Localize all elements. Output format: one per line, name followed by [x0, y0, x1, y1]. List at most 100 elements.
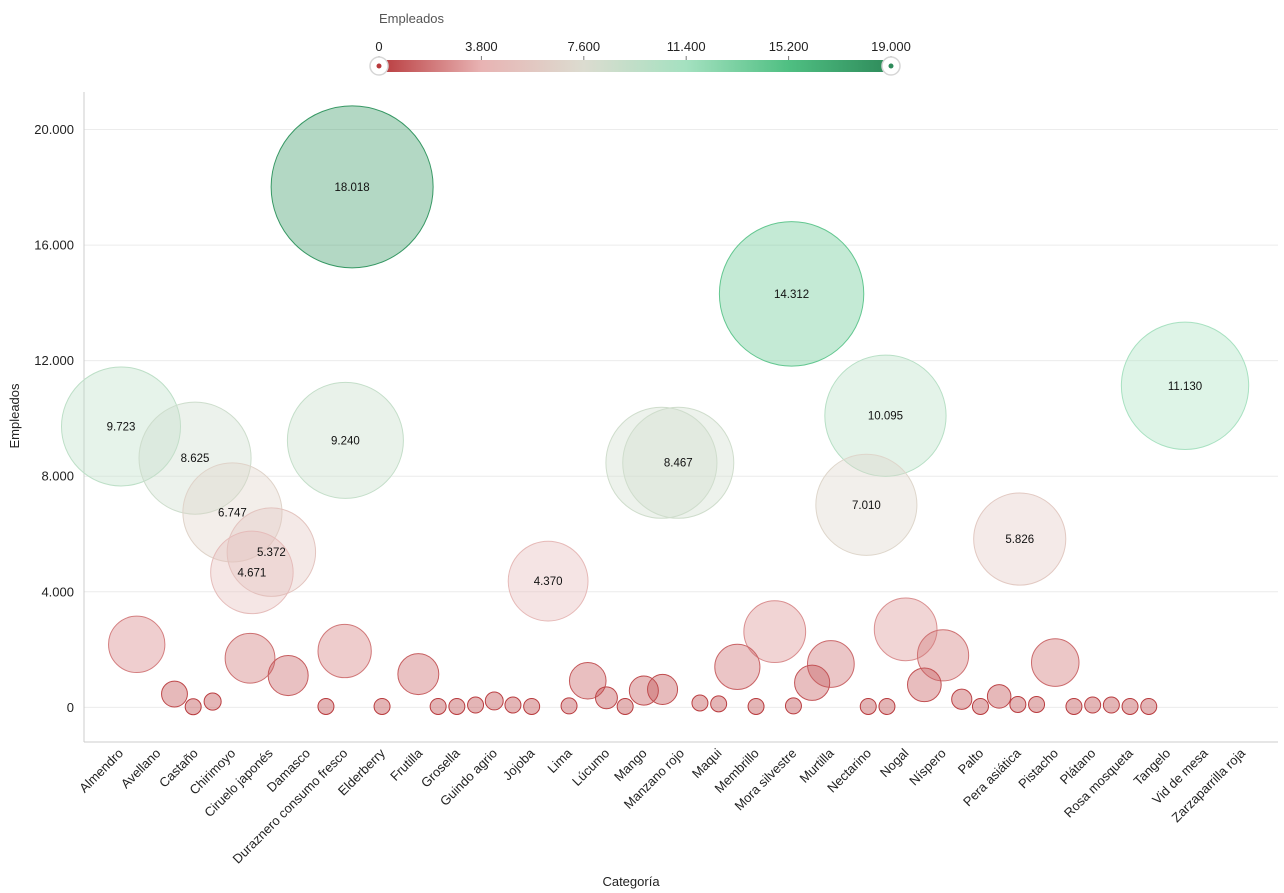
bubble	[210, 530, 294, 615]
y-tick-label: 8.000	[41, 469, 74, 484]
legend-title: Empleados	[379, 11, 445, 26]
bubble	[1009, 695, 1027, 713]
bubble	[138, 401, 252, 515]
bubble	[622, 406, 735, 519]
bubble-value-label: 5.372	[257, 547, 286, 559]
bubble	[605, 406, 718, 519]
legend-min-handle[interactable]	[369, 56, 389, 76]
y-axis-title: Empleados	[7, 383, 22, 449]
bubble	[286, 381, 404, 499]
bubble-value-label: 14.312	[774, 289, 809, 301]
bubble-value-label: 9.240	[331, 435, 360, 447]
bubble	[616, 697, 634, 715]
bubble-value-label: 18.018	[335, 182, 370, 194]
x-tick-label: Avellano	[118, 746, 164, 792]
bubble	[504, 696, 522, 714]
bubble	[743, 600, 807, 664]
x-tick-label: Palto	[955, 746, 987, 778]
color-legend: 0 3.800 7.600 11.400 15.200 19.000	[369, 39, 911, 76]
bubble	[951, 688, 973, 710]
x-axis-title: Categoría	[602, 874, 660, 889]
legend-tick-label: 0	[375, 39, 382, 54]
bubble	[747, 697, 765, 715]
legend-tick-label: 11.400	[667, 39, 706, 54]
bubble-value-label: 4.671	[238, 567, 267, 579]
y-tick-label: 0	[67, 700, 74, 715]
bubble	[1084, 696, 1102, 714]
x-tick-label: Rosa mosqueta	[1061, 745, 1137, 821]
grid-lines	[84, 129, 1278, 708]
x-tick-label: Pistacho	[1015, 746, 1061, 792]
bubble	[60, 366, 182, 487]
bubble	[224, 632, 276, 684]
legend-max-handle[interactable]	[881, 56, 901, 76]
bubble	[710, 695, 728, 713]
bubble	[1028, 695, 1046, 713]
bubble	[484, 691, 504, 711]
bubble-labels: 9.723 8.625 6.747 4.671 5.372 9.240 18.018 4.37…	[107, 182, 1203, 588]
handle-dot	[888, 63, 894, 69]
bubble	[691, 694, 709, 712]
bubble	[916, 629, 970, 682]
bubble-value-label: 11.130	[1168, 381, 1202, 393]
bubble	[794, 664, 831, 701]
bubble	[784, 697, 802, 715]
bubble	[161, 680, 188, 708]
bubble	[1030, 638, 1080, 687]
bubble-value-label: 9.723	[107, 421, 136, 433]
bubble	[568, 661, 607, 700]
bubble	[1140, 697, 1158, 715]
bubble	[628, 675, 659, 706]
bubble	[317, 697, 335, 715]
bubble	[267, 655, 309, 697]
bubble	[397, 653, 440, 696]
bubble	[873, 597, 938, 662]
bubble-value-label: 7.010	[852, 500, 881, 512]
bubble	[108, 615, 166, 674]
y-tick-label: 12.000	[34, 353, 74, 368]
y-tick-label: 20.000	[34, 122, 74, 137]
bubble	[1065, 697, 1083, 715]
bubble	[878, 697, 896, 715]
bubble-value-label: 8.467	[664, 458, 693, 470]
bubble	[973, 492, 1067, 586]
bubble	[824, 354, 947, 477]
bubbles	[60, 105, 1250, 716]
x-tick-label: Níspero	[906, 746, 949, 789]
bubble	[1102, 696, 1120, 714]
x-tick-label: Lima	[544, 745, 575, 776]
handle-dot	[376, 63, 382, 69]
legend-tick-label: 3.800	[465, 39, 498, 54]
bubble	[270, 105, 434, 269]
bubble	[1121, 697, 1139, 715]
bubble-value-label: 10.095	[868, 411, 903, 423]
legend-tick-label: 15.200	[769, 39, 809, 54]
x-tick-label: Nogal	[877, 745, 912, 780]
bubble	[429, 697, 447, 715]
bubble	[986, 684, 1012, 709]
x-tick-label: Jojoba	[500, 745, 538, 783]
bubble	[971, 697, 989, 715]
bubble	[806, 640, 855, 688]
bubble-value-label: 5.826	[1005, 534, 1034, 546]
bubble	[467, 696, 485, 714]
bubble	[203, 692, 222, 711]
bubble	[594, 686, 618, 710]
bubble	[448, 697, 466, 715]
bubble	[714, 643, 761, 690]
bubble	[718, 221, 865, 367]
legend-tick-label: 7.600	[568, 39, 601, 54]
bubble	[906, 667, 942, 703]
bubble	[317, 623, 372, 679]
x-tick-label: Maqui	[689, 745, 725, 781]
bubble-value-label: 8.625	[181, 453, 210, 465]
bubble	[815, 453, 918, 556]
y-tick-label: 16.000	[34, 238, 74, 253]
bubble	[373, 697, 391, 715]
x-tick-label: Lúcumo	[569, 746, 612, 789]
bubble-value-label: 4.370	[534, 576, 563, 588]
bubble	[507, 540, 589, 622]
legend-tick-label: 19.000	[871, 39, 911, 54]
x-tick-label: Almendro	[76, 746, 126, 796]
